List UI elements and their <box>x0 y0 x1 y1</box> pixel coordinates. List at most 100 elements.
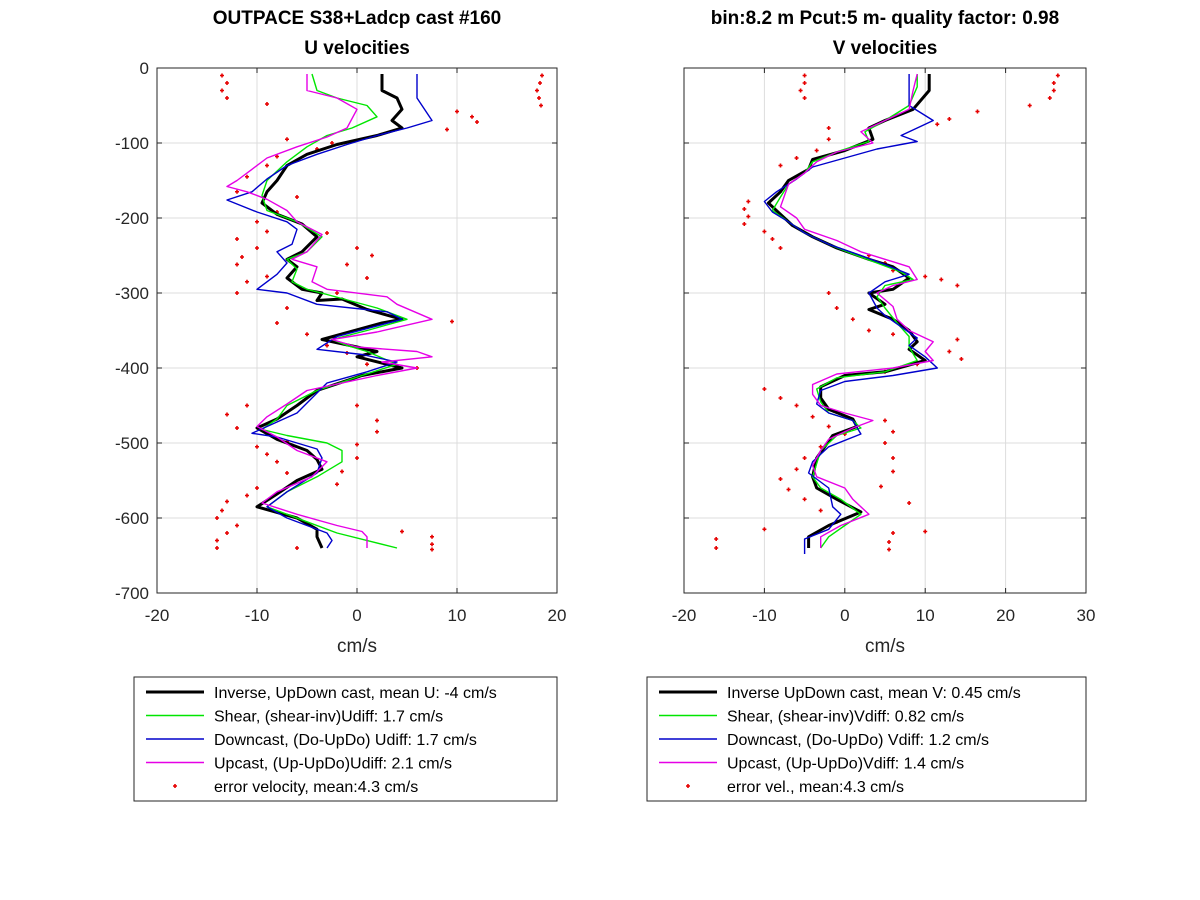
error-velocity-point <box>225 412 229 417</box>
error-velocity-point <box>1051 88 1056 93</box>
x-tick-label: 10 <box>916 606 935 625</box>
error-velocity-point <box>235 291 239 295</box>
error-velocity-point <box>445 127 449 132</box>
legend-swatch-error <box>686 784 690 788</box>
error-velocity-point <box>947 349 952 354</box>
error-velocity-point <box>375 418 379 423</box>
error-velocity-point <box>955 337 960 342</box>
error-velocity-point <box>891 456 896 460</box>
chart-title: OUTPACE S38+Ladcp cast #160 <box>213 8 501 29</box>
error-velocity-point <box>355 403 359 408</box>
error-velocity-point <box>215 546 219 550</box>
legend: Inverse, UpDown cast, mean U: -4 cm/s She… <box>133 676 558 802</box>
error-velocity-point <box>365 362 369 367</box>
upcast-series-line <box>226 74 433 548</box>
error-velocity-point <box>959 357 964 361</box>
error-velocity-point <box>400 529 404 534</box>
error-velocity-point <box>255 219 259 224</box>
error-velocity-point <box>1055 73 1060 78</box>
error-velocity-point <box>802 456 807 460</box>
chart-subtitle: V velocities <box>833 38 938 59</box>
error-velocity-point <box>1047 96 1052 100</box>
error-velocity-point <box>275 459 279 464</box>
x-tick-label: -10 <box>752 606 777 625</box>
error-velocity-point <box>818 508 823 513</box>
error-velocity-point <box>455 109 459 114</box>
error-velocity-point <box>275 154 279 159</box>
error-velocity-point <box>802 73 807 78</box>
error-velocity-point <box>285 137 289 142</box>
error-velocity-point <box>265 163 269 168</box>
error-velocity-point <box>470 114 474 119</box>
error-velocity-point <box>335 482 339 487</box>
error-velocity-point <box>778 477 783 481</box>
error-velocity-point <box>430 534 434 539</box>
error-velocity-point <box>240 255 244 259</box>
error-velocity-point <box>539 103 543 108</box>
error-velocity-point <box>866 328 871 333</box>
y-tick-label: -100 <box>115 134 149 153</box>
error-velocity-point <box>887 540 892 544</box>
x-tick-label: -20 <box>672 606 697 625</box>
x-tick-label: -10 <box>245 606 270 625</box>
error-velocity-point <box>891 531 896 535</box>
error-velocity-points <box>714 73 1060 552</box>
error-velocity-point <box>220 508 224 513</box>
error-velocity-point <box>325 231 329 235</box>
error-velocity-point <box>225 499 229 504</box>
error-velocity-point <box>714 546 719 550</box>
x-tick-label: -20 <box>145 606 170 625</box>
legend: Inverse UpDown cast, mean V: 0.45 cm/s Sh… <box>646 676 1087 802</box>
error-velocity-point <box>535 88 539 93</box>
error-velocity-point <box>834 306 839 310</box>
error-velocity-points <box>215 73 544 552</box>
x-tick-label: 30 <box>1077 606 1096 625</box>
error-velocity-point <box>923 529 928 534</box>
y-tick-label: -200 <box>115 209 149 228</box>
v-velocity-panel: bin:8.2 m Pcut:5 m- quality factor: 0.98… <box>646 8 1096 802</box>
error-velocity-point <box>762 527 767 532</box>
legend-entry-error: error velocity, mean:4.3 cm/s <box>214 779 418 796</box>
error-velocity-point <box>786 487 791 492</box>
error-velocity-point <box>255 486 259 490</box>
error-velocity-point <box>778 163 783 168</box>
error-velocity-point <box>1051 81 1056 85</box>
error-velocity-point <box>245 174 249 179</box>
error-velocity-point <box>295 546 299 550</box>
legend-entry-inverse: Inverse, UpDown cast, mean U: -4 cm/s <box>214 685 497 702</box>
error-velocity-point <box>265 229 269 234</box>
error-velocity-point <box>883 418 887 423</box>
error-velocity-point <box>878 484 883 489</box>
error-velocity-point <box>265 452 269 457</box>
x-tick-label: 20 <box>548 606 567 625</box>
error-velocity-point <box>225 81 229 85</box>
error-velocity-point <box>430 542 434 547</box>
inverse-series-line <box>255 74 404 549</box>
error-velocity-point <box>475 120 479 124</box>
error-velocity-point <box>975 109 980 114</box>
x-tick-label: 0 <box>352 606 361 625</box>
error-velocity-point <box>430 547 434 552</box>
error-velocity-point <box>798 88 803 93</box>
error-velocity-point <box>802 96 807 100</box>
error-velocity-point <box>275 321 279 325</box>
y-tick-label: -400 <box>115 359 149 378</box>
data-layer <box>215 73 544 552</box>
legend-entry-inverse: Inverse UpDown cast, mean V: 0.45 cm/s <box>727 685 1021 702</box>
error-velocity-point <box>245 493 249 498</box>
y-tick-label: 0 <box>140 59 149 78</box>
error-velocity-point <box>235 426 239 430</box>
error-velocity-point <box>538 81 542 85</box>
error-velocity-point <box>778 396 783 400</box>
error-velocity-point <box>235 237 239 241</box>
error-velocity-point <box>370 253 374 258</box>
error-velocity-point <box>245 403 249 408</box>
error-velocity-point <box>826 137 831 142</box>
error-velocity-point <box>340 469 344 474</box>
error-velocity-point <box>255 246 259 250</box>
error-velocity-point <box>794 403 799 408</box>
legend-box <box>646 676 1087 802</box>
x-tick-label: 20 <box>996 606 1015 625</box>
error-velocity-point <box>375 429 379 434</box>
error-velocity-point <box>305 332 309 337</box>
